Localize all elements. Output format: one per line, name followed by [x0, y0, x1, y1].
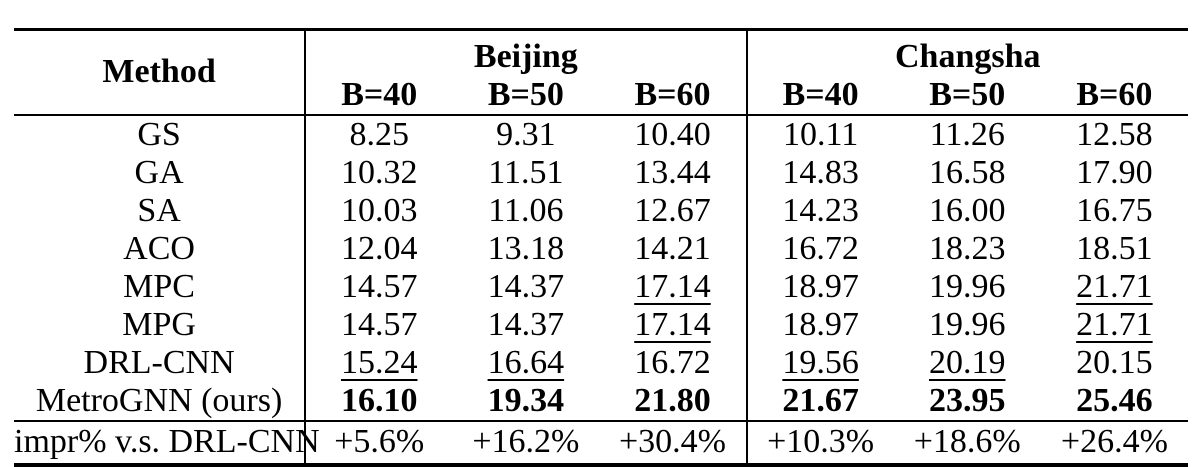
table-row: MPG 14.57 14.37 17.14 18.97 19.96 21.71	[14, 305, 1188, 344]
value-cell: 16.64	[487, 343, 565, 381]
column-header-b60-beijing: B=60	[634, 75, 711, 113]
value-cell: 14.23	[745, 191, 894, 230]
value-cell: 21.80	[634, 381, 711, 419]
value-cell: 17.14	[634, 305, 711, 343]
value-cell: 10.40	[634, 115, 711, 153]
value-cell: 21.71	[1076, 305, 1153, 343]
column-header-b50-changsha: B=50	[929, 75, 1006, 113]
value-cell: 10.03	[304, 191, 453, 230]
value-cell: 14.57	[304, 267, 453, 306]
improvement-row: impr% v.s. DRL-CNN +5.6% +16.2% +30.4% +10.3…	[14, 420, 1188, 465]
value-cell: 16.00	[928, 191, 1006, 229]
value-cell: 20.15	[1076, 343, 1153, 381]
column-header-b40-beijing: B=40	[304, 75, 453, 115]
value-cell: 14.37	[487, 267, 565, 305]
value-cell: 18.23	[928, 229, 1006, 267]
value-cell: 16.58	[928, 153, 1006, 191]
value-cell: 16.10	[304, 381, 453, 421]
subheader-row: B=40 B=50 B=60 B=40 B=50 B=60	[14, 75, 1188, 115]
table-row: DRL-CNN 15.24 16.64 16.72 19.56 20.19 20.15	[14, 343, 1188, 382]
value-cell: 11.06	[488, 191, 564, 229]
method-cell: GS	[137, 115, 181, 153]
value-cell: 14.21	[634, 229, 711, 267]
column-header-b40-changsha: B=40	[745, 75, 894, 115]
value-cell: 12.67	[634, 191, 711, 229]
table-row: SA 10.03 11.06 12.67 14.23 16.00 16.75	[14, 191, 1188, 230]
value-cell: +18.6%	[913, 423, 1021, 460]
table-body: GS 8.25 9.31 10.40 10.11 11.26 12.58 GA 10.32 11.…	[14, 114, 1188, 465]
value-cell: 10.11	[745, 114, 894, 154]
method-cell: GA	[134, 153, 184, 191]
value-cell: 19.34	[487, 381, 565, 419]
value-cell: 19.96	[928, 305, 1006, 343]
value-cell: 9.31	[496, 115, 556, 153]
method-cell: MPC	[123, 267, 195, 305]
value-cell: 18.51	[1076, 229, 1153, 267]
value-cell: 15.24	[304, 343, 453, 382]
value-cell: 18.97	[745, 305, 894, 344]
table-row: MetroGNN (ours) 16.10 19.34 21.80 21.67 23.95…	[14, 381, 1188, 421]
value-cell: 21.71	[1076, 267, 1153, 305]
value-cell: 16.72	[634, 343, 711, 381]
value-cell: 17.14	[634, 267, 711, 305]
group-header-beijing: Beijing	[304, 29, 747, 76]
value-cell: +5.6%	[304, 420, 453, 465]
value-cell: +16.2%	[472, 423, 580, 460]
column-header-method: Method	[102, 53, 216, 91]
value-cell: 21.67	[745, 381, 894, 421]
value-cell: +30.4%	[618, 423, 726, 460]
column-header-b60-changsha: B=60	[1076, 75, 1153, 113]
value-cell: 16.72	[745, 229, 894, 268]
value-cell: 12.04	[304, 229, 453, 268]
value-cell: 19.96	[928, 267, 1006, 305]
table-row: GS 8.25 9.31 10.40 10.11 11.26 12.58	[14, 114, 1188, 154]
value-cell: 16.75	[1076, 191, 1153, 229]
value-cell: 8.25	[304, 114, 453, 154]
value-cell: 12.58	[1076, 115, 1153, 153]
value-cell: 18.97	[745, 267, 894, 306]
table-row: GA 10.32 11.51 13.44 14.83 16.58 17.90	[14, 153, 1188, 192]
value-cell: 23.95	[928, 381, 1006, 419]
method-cell: ACO	[123, 229, 195, 267]
value-cell: +10.3%	[745, 420, 894, 465]
value-cell: 14.57	[304, 305, 453, 344]
value-cell: 10.32	[304, 153, 453, 192]
value-cell: 11.51	[488, 153, 564, 191]
method-cell: MPG	[122, 305, 196, 343]
table-row: ACO 12.04 13.18 14.21 16.72 18.23 18.51	[14, 229, 1188, 268]
value-cell: 20.19	[928, 343, 1006, 381]
table-row: MPC 14.57 14.37 17.14 18.97 19.96 21.71	[14, 267, 1188, 306]
value-cell: +26.4%	[1060, 423, 1168, 460]
value-cell: 11.26	[929, 115, 1005, 153]
value-cell: 13.18	[487, 229, 565, 267]
method-cell: SA	[137, 191, 181, 229]
value-cell: 19.56	[745, 343, 894, 382]
value-cell: 17.90	[1076, 153, 1153, 191]
table-header: Method Beijing Changsha B=40 B=50 B=60 B…	[14, 29, 1188, 115]
improvement-label: impr% v.s. DRL-CNN	[14, 423, 320, 460]
column-header-b50-beijing: B=50	[487, 75, 564, 113]
value-cell: 13.44	[634, 153, 711, 191]
method-cell: MetroGNN (ours)	[35, 381, 283, 419]
value-cell: 25.46	[1076, 381, 1153, 419]
group-header-row: Method Beijing Changsha	[14, 29, 1188, 90]
method-cell: DRL-CNN	[83, 343, 235, 381]
group-header-changsha: Changsha	[745, 29, 1188, 76]
value-cell: 14.83	[745, 153, 894, 192]
value-cell: 14.37	[487, 305, 565, 343]
results-table: Method Beijing Changsha B=40 B=50 B=60 B…	[14, 28, 1188, 467]
